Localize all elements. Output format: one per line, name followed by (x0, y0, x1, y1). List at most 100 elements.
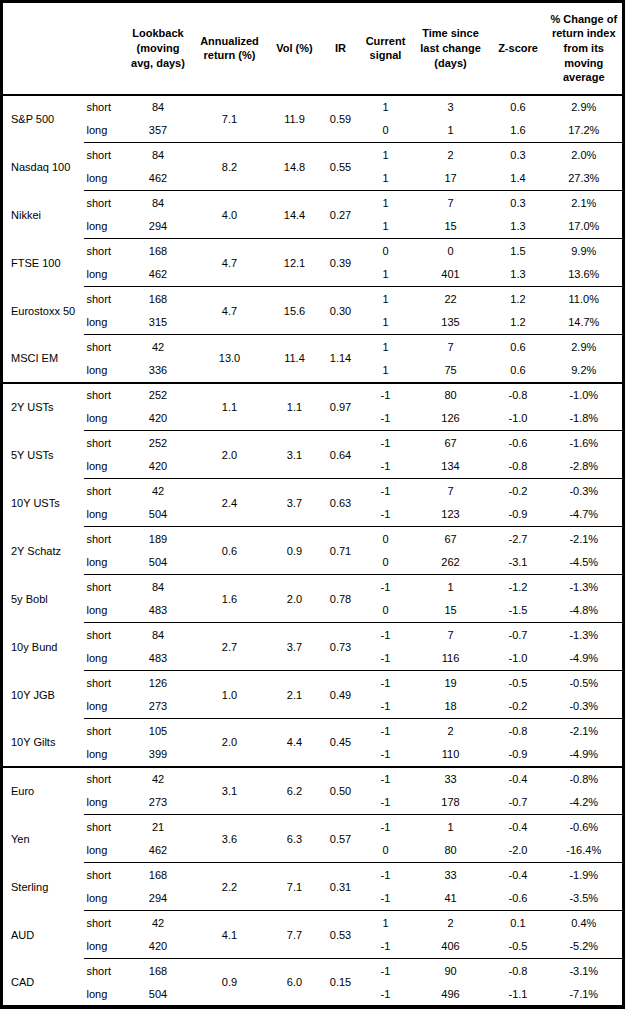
leg-label: short (84, 719, 126, 743)
ir-value: 0.64 (321, 431, 361, 479)
asset-row-short: 2Y Schatzshort1890.60.90.71067-2.7-2.1% (2, 527, 624, 551)
lookback-value: 42 (126, 767, 191, 791)
signal-value: 1 (361, 215, 411, 239)
annualized-return-value: 4.1 (191, 911, 269, 959)
annualized-return-value: 0.6 (191, 527, 269, 575)
pct-change-value: 17.0% (546, 215, 624, 239)
zscore-value: 1.3 (491, 215, 546, 239)
lookback-value: 483 (126, 647, 191, 671)
pct-change-value: 2.9% (546, 335, 624, 359)
lookback-value: 294 (126, 215, 191, 239)
vol-value: 3.7 (269, 623, 321, 671)
signal-value: -1 (361, 431, 411, 455)
asset-name: 10Y JGB (2, 671, 84, 719)
asset-name: 10y Bund (2, 623, 84, 671)
pct-change-value: -3.5% (546, 887, 624, 911)
lookback-value: 189 (126, 527, 191, 551)
header-row: Lookback (moving avg, days) Annualized r… (2, 2, 624, 95)
time-since-value: 1 (411, 119, 491, 143)
signal-value: -1 (361, 767, 411, 791)
lookback-value: 462 (126, 839, 191, 863)
lookback-value: 84 (126, 95, 191, 119)
zscore-value: -0.5 (491, 671, 546, 695)
pct-change-value: -2.1% (546, 719, 624, 743)
signal-value: 1 (361, 191, 411, 215)
pct-change-value: -1.3% (546, 575, 624, 599)
ir-value: 0.63 (321, 479, 361, 527)
leg-label: long (84, 311, 126, 335)
annualized-return-value: 3.1 (191, 767, 269, 815)
zscore-value: 0.1 (491, 911, 546, 935)
ir-value: 0.78 (321, 575, 361, 623)
signal-value: 1 (361, 143, 411, 167)
signal-value: 1 (361, 263, 411, 287)
signal-value: 1 (361, 911, 411, 935)
zscore-value: -1.2 (491, 575, 546, 599)
leg-label: long (84, 695, 126, 719)
pct-change-value: 17.2% (546, 119, 624, 143)
zscore-value: 0.6 (491, 95, 546, 119)
vol-value: 12.1 (269, 239, 321, 287)
lookback-value: 42 (126, 335, 191, 359)
vol-value: 6.0 (269, 959, 321, 1007)
zscore-value: 0.6 (491, 359, 546, 383)
asset-row-short: Yenshort213.66.30.57-11-0.4-0.6% (2, 815, 624, 839)
asset-row-short: Sterlingshort1682.27.10.31-133-0.4-1.9% (2, 863, 624, 887)
signal-value: 1 (361, 359, 411, 383)
lookback-value: 42 (126, 911, 191, 935)
zscore-value: -0.9 (491, 743, 546, 767)
lookback-value: 483 (126, 599, 191, 623)
time-since-value: 41 (411, 887, 491, 911)
pct-change-value: -0.8% (546, 767, 624, 791)
asset-name: Sterling (2, 863, 84, 911)
pct-change-value: -1.9% (546, 863, 624, 887)
asset-name: 2Y USTs (2, 383, 84, 431)
header-pct-change: % Change of return index from its moving… (546, 2, 624, 95)
pct-change-value: -4.2% (546, 791, 624, 815)
signal-value: -1 (361, 575, 411, 599)
signal-value: 0 (361, 551, 411, 575)
lookback-value: 84 (126, 575, 191, 599)
lookback-value: 420 (126, 455, 191, 479)
zscore-value: -0.5 (491, 935, 546, 959)
time-since-value: 15 (411, 599, 491, 623)
header-leg (84, 2, 126, 95)
table-body: S&P 500short847.111.90.59130.62.9%long35… (2, 95, 624, 1007)
annualized-return-value: 2.2 (191, 863, 269, 911)
pct-change-value: -0.5% (546, 671, 624, 695)
ir-value: 0.27 (321, 191, 361, 239)
header-asset (2, 2, 84, 95)
lookback-value: 462 (126, 167, 191, 191)
leg-label: long (84, 551, 126, 575)
lookback-value: 168 (126, 959, 191, 983)
pct-change-value: -4.9% (546, 647, 624, 671)
header-ir: IR (321, 2, 361, 95)
time-since-value: 262 (411, 551, 491, 575)
asset-row-short: 5y Boblshort841.62.00.78-11-1.2-1.3% (2, 575, 624, 599)
lookback-value: 294 (126, 887, 191, 911)
annualized-return-value: 2.0 (191, 719, 269, 767)
zscore-value: -0.6 (491, 431, 546, 455)
leg-label: long (84, 791, 126, 815)
ir-value: 0.55 (321, 143, 361, 191)
time-since-value: 7 (411, 623, 491, 647)
vol-value: 11.4 (269, 335, 321, 383)
lookback-value: 84 (126, 191, 191, 215)
leg-label: short (84, 671, 126, 695)
time-since-value: 406 (411, 935, 491, 959)
pct-change-value: -1.6% (546, 431, 624, 455)
pct-change-value: 14.7% (546, 311, 624, 335)
signal-value: -1 (361, 743, 411, 767)
asset-row-short: Euroshort423.16.20.50-133-0.4-0.8% (2, 767, 624, 791)
zscore-value: -0.8 (491, 719, 546, 743)
pct-change-value: -16.4% (546, 839, 624, 863)
asset-name: FTSE 100 (2, 239, 84, 287)
signal-value: -1 (361, 719, 411, 743)
lookback-value: 420 (126, 407, 191, 431)
pct-change-value: -1.3% (546, 623, 624, 647)
leg-label: long (84, 983, 126, 1007)
annualized-return-value: 1.0 (191, 671, 269, 719)
lookback-value: 126 (126, 671, 191, 695)
pct-change-value: -0.3% (546, 695, 624, 719)
asset-row-short: Eurostoxx 50short1684.715.60.301221.211.… (2, 287, 624, 311)
